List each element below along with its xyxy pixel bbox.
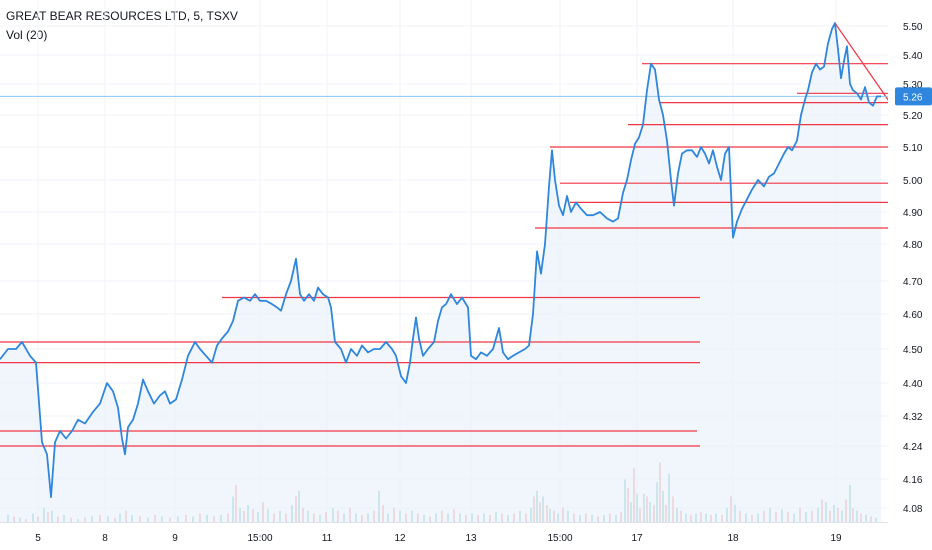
time-tick-label: 15:00 xyxy=(547,533,572,544)
price-tick-label: 4.50 xyxy=(903,345,923,356)
current-price-badge: 5.26 xyxy=(895,87,932,106)
time-tick-label: 5 xyxy=(35,533,41,544)
time-tick-label: 15:00 xyxy=(247,533,272,544)
price-tick-label: 4.70 xyxy=(903,277,923,288)
price-tick-label: 5.20 xyxy=(903,111,923,122)
price-tick-label: 4.60 xyxy=(903,310,923,321)
price-tick-label: 4.32 xyxy=(903,412,923,423)
chart-header: GREAT BEAR RESOURCES LTD, 5, TSXV Vol (2… xyxy=(6,9,238,42)
time-axis[interactable] xyxy=(0,522,932,550)
current-price-badge-bg xyxy=(895,87,932,106)
time-tick-label: 9 xyxy=(172,533,178,544)
symbol-title: GREAT BEAR RESOURCES LTD, 5, TSXV xyxy=(6,9,238,23)
trend-line[interactable] xyxy=(834,22,891,103)
price-tick-label: 4.08 xyxy=(903,504,923,515)
time-tick-label: 19 xyxy=(830,533,842,544)
price-tick-label: 4.16 xyxy=(903,475,923,486)
time-tick-label: 11 xyxy=(322,533,333,544)
price-tick-label: 4.24 xyxy=(903,442,923,453)
price-tick-label: 5.00 xyxy=(903,176,923,187)
price-tick-label: 4.40 xyxy=(903,379,923,390)
volume-indicator-label: Vol (20) xyxy=(6,28,48,42)
time-tick-label: 13 xyxy=(465,533,477,544)
time-tick-label: 12 xyxy=(394,533,406,544)
price-tick-label: 5.40 xyxy=(903,51,923,62)
price-tick-label: 4.90 xyxy=(903,208,923,219)
time-tick-label: 18 xyxy=(727,533,739,544)
price-tick-label: 5.50 xyxy=(903,22,923,33)
time-tick-label: 8 xyxy=(102,533,108,544)
price-tick-label: 5.10 xyxy=(903,143,923,154)
price-line xyxy=(0,22,881,498)
price-tick-label: 4.80 xyxy=(903,240,923,251)
price-area xyxy=(0,23,881,522)
price-axis-labels: 5.50 5.40 5.30 5.20 5.10 5.00 4.90 4.80 4.70 4.60… xyxy=(903,22,923,515)
current-price-label: 5.26 xyxy=(903,92,923,103)
time-axis-labels: 5 8 9 15:00 11 12 13 15:00 17 18 19 xyxy=(35,533,842,544)
time-tick-label: 17 xyxy=(631,533,643,544)
price-tick-label: 5.30 xyxy=(903,80,923,91)
